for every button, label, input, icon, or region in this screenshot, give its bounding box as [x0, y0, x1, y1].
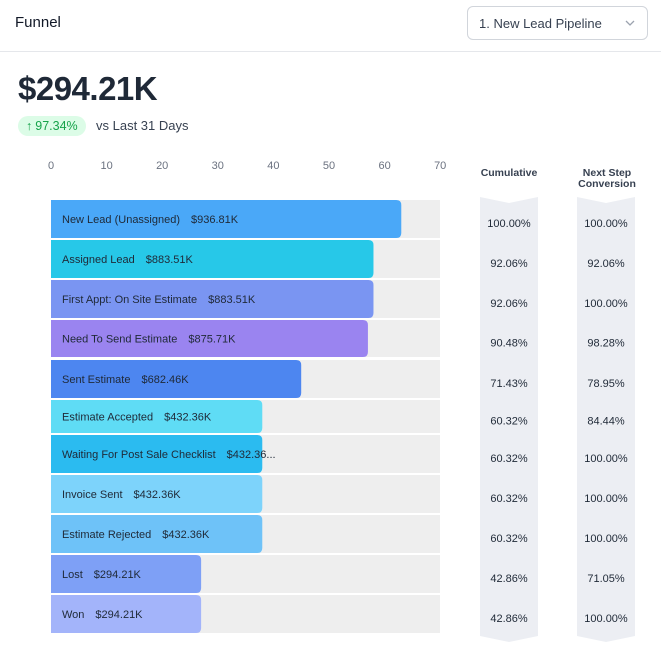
bar-category-label: Estimate Rejected [62, 529, 151, 541]
next-step-chevron [577, 472, 635, 522]
bar-amount-label: $432.36K [164, 412, 212, 424]
cumulative-value: 42.86% [490, 613, 528, 625]
bar-amount-label: $432.36K [134, 489, 182, 501]
cumulative-value: 71.43% [490, 378, 528, 390]
next-step-value: 98.28% [587, 338, 625, 350]
funnel-bar [51, 475, 263, 513]
bar-amount-label: $294.21K [95, 609, 143, 621]
next-step-chevron [577, 512, 635, 562]
next-step-value: 100.00% [584, 533, 628, 545]
next-step-chevron [577, 197, 635, 247]
funnel-svg: 0 10 20 30 40 50 60 70 New Lead (Unassigned) $936… [48, 160, 635, 642]
cumulative-value: 60.32% [490, 533, 528, 545]
next-step-chevron [577, 592, 635, 642]
cumulative-value: 100.00% [487, 218, 531, 230]
bar-amount-label: $883.51K [208, 294, 256, 306]
next-step-chevron [577, 237, 635, 287]
cumulative-chevron [480, 592, 538, 642]
bar-amount-label: $432.36K [162, 529, 210, 541]
funnel-bar [51, 400, 263, 433]
next-step-chevron [577, 317, 635, 366]
next-step-chevron [577, 397, 635, 442]
funnel-bar [51, 515, 263, 553]
funnel-bar [51, 595, 202, 633]
pipeline-select[interactable]: 1. New Lead Pipeline [467, 6, 648, 40]
next-step-chevron [577, 357, 635, 407]
cumulative-chevron [480, 197, 538, 247]
bar-category-label: Need To Send Estimate [62, 334, 177, 346]
cumulative-value: 92.06% [490, 258, 528, 270]
next-step-chevron [577, 277, 635, 327]
header: Funnel 1. New Lead Pipeline [0, 0, 661, 52]
cumulative-chevron [480, 317, 538, 366]
funnel-bar [51, 555, 202, 593]
next-step-value: 100.00% [584, 298, 628, 310]
cumulative-header: Cumulative [480, 167, 538, 179]
bar-category-label: Invoice Sent [62, 489, 123, 501]
next-step-value: 100.00% [584, 493, 628, 505]
next-step-value: 100.00% [584, 218, 628, 230]
arrow-up-icon: ↑ [26, 119, 33, 133]
funnel-bar [51, 200, 402, 238]
funnel-bar [51, 435, 263, 473]
x-tick-label: 10 [100, 160, 112, 172]
funnel-bar [51, 320, 368, 357]
bar-category-label: New Lead (Unassigned) [62, 214, 180, 226]
cumulative-chevron [480, 237, 538, 287]
cumulative-chevron [480, 277, 538, 327]
next-step-chevron [577, 552, 635, 602]
funnel-chart: Cumulative Next Step Conversion 0 10 20 30 40… [0, 150, 661, 649]
funnel-bar [51, 360, 302, 398]
next-step-value: 100.00% [584, 613, 628, 625]
page-title: Funnel [15, 14, 61, 31]
x-tick-label: 20 [156, 160, 168, 172]
bar-category-label: Lost [62, 569, 83, 581]
pipeline-select-value: 1. New Lead Pipeline [479, 16, 602, 31]
x-tick-label: 30 [212, 160, 224, 172]
bar-category-label: Assigned Lead [62, 254, 135, 266]
x-tick-label: 60 [378, 160, 390, 172]
next-step-value: 78.95% [587, 378, 625, 390]
chevron-down-icon [625, 20, 635, 26]
x-tick-label: 0 [48, 160, 54, 172]
cumulative-chevron [480, 552, 538, 602]
bar-category-label: Won [62, 609, 84, 621]
bar-category-label: Sent Estimate [62, 374, 130, 386]
next-step-value: 92.06% [587, 258, 625, 270]
cumulative-chevron [480, 512, 538, 562]
total-value: $294.21K [18, 70, 158, 107]
cumulative-value: 60.32% [490, 493, 528, 505]
next-step-value: 71.05% [587, 573, 625, 585]
next-step-header: Next Step Conversion [578, 167, 636, 190]
next-step-value: 84.44% [587, 416, 625, 428]
x-tick-label: 70 [434, 160, 446, 172]
change-value: 97.34% [35, 119, 78, 133]
change-badge: ↑ 97.34% [18, 116, 86, 136]
x-tick-label: 50 [323, 160, 335, 172]
bar-amount-label: $883.51K [146, 254, 194, 266]
cumulative-value: 60.32% [490, 416, 528, 428]
bar-category-label: Estimate Accepted [62, 412, 153, 424]
funnel-bar [51, 280, 374, 318]
compare-label: vs Last 31 Days [96, 118, 189, 133]
bar-amount-label: $875.71K [188, 334, 236, 346]
cumulative-value: 90.48% [490, 338, 528, 350]
cumulative-chevron [480, 357, 538, 407]
cumulative-chevron [480, 397, 538, 442]
x-tick-label: 40 [267, 160, 279, 172]
bar-category-label: First Appt: On Site Estimate [62, 294, 197, 306]
bar-amount-label: $682.46K [141, 374, 189, 386]
cumulative-value: 92.06% [490, 298, 528, 310]
next-step-chevron [577, 432, 635, 482]
cumulative-chevron [480, 432, 538, 482]
cumulative-value: 60.32% [490, 453, 528, 465]
cumulative-value: 42.86% [490, 573, 528, 585]
next-step-value: 100.00% [584, 453, 628, 465]
funnel-bar [51, 240, 374, 278]
bar-amount-label: $294.21K [94, 569, 142, 581]
bar-category-label: Waiting For Post Sale Checklist [62, 449, 216, 461]
bar-amount-label: $432.36... [227, 449, 276, 461]
cumulative-chevron [480, 472, 538, 522]
bar-amount-label: $936.81K [191, 214, 239, 226]
